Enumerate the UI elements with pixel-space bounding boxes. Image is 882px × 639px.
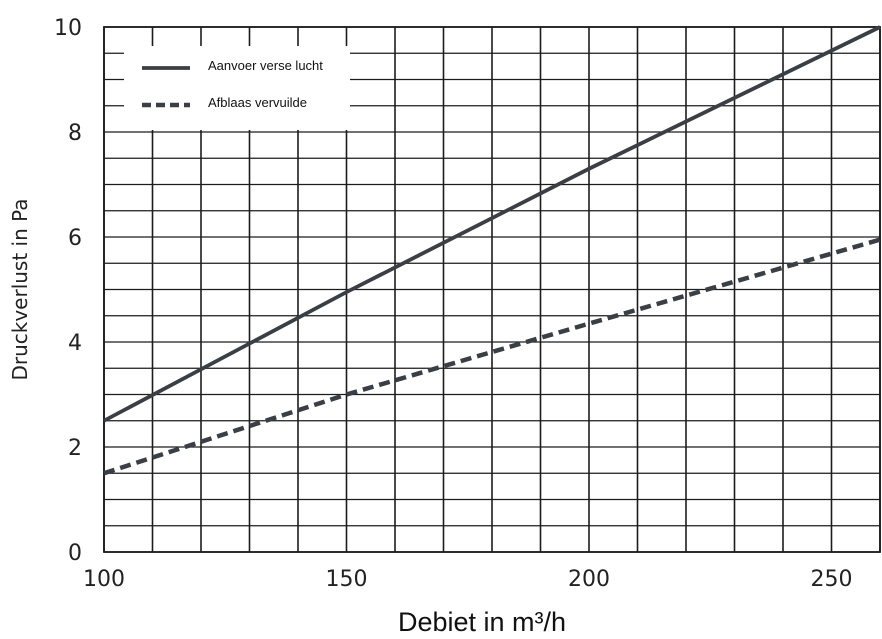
x-axis-title: Debiet in m³/h	[398, 607, 566, 637]
x-tick-label: 150	[326, 567, 368, 592]
y-axis-ticks: 0 2 4 6 8 10	[54, 16, 82, 566]
series-line-1	[103, 237, 881, 476]
y-tick-label: 2	[68, 436, 82, 461]
y-tick-label: 6	[68, 226, 82, 251]
chart-series	[103, 25, 881, 476]
y-tick-label: 0	[68, 541, 82, 566]
y-tick-label: 10	[54, 16, 82, 41]
y-axis-title: Druckverlust in Pa	[8, 198, 32, 380]
plot-border	[103, 26, 881, 553]
legend-label-aanvoer: Aanvoer verse lucht	[208, 58, 323, 73]
y-tick-label: 4	[68, 331, 82, 356]
y-tick-label: 8	[68, 121, 82, 146]
x-tick-label: 100	[83, 567, 125, 592]
x-axis-ticks: 100 150 200 250	[83, 567, 853, 592]
legend-label-afblaas: Afblaas vervuilde	[208, 95, 307, 110]
series-line-0	[103, 25, 881, 423]
legend-background	[124, 46, 350, 130]
x-tick-label: 250	[811, 567, 853, 592]
chart-legend: Aanvoer verse lucht Afblaas vervuilde	[124, 46, 350, 130]
x-tick-label: 200	[568, 567, 610, 592]
